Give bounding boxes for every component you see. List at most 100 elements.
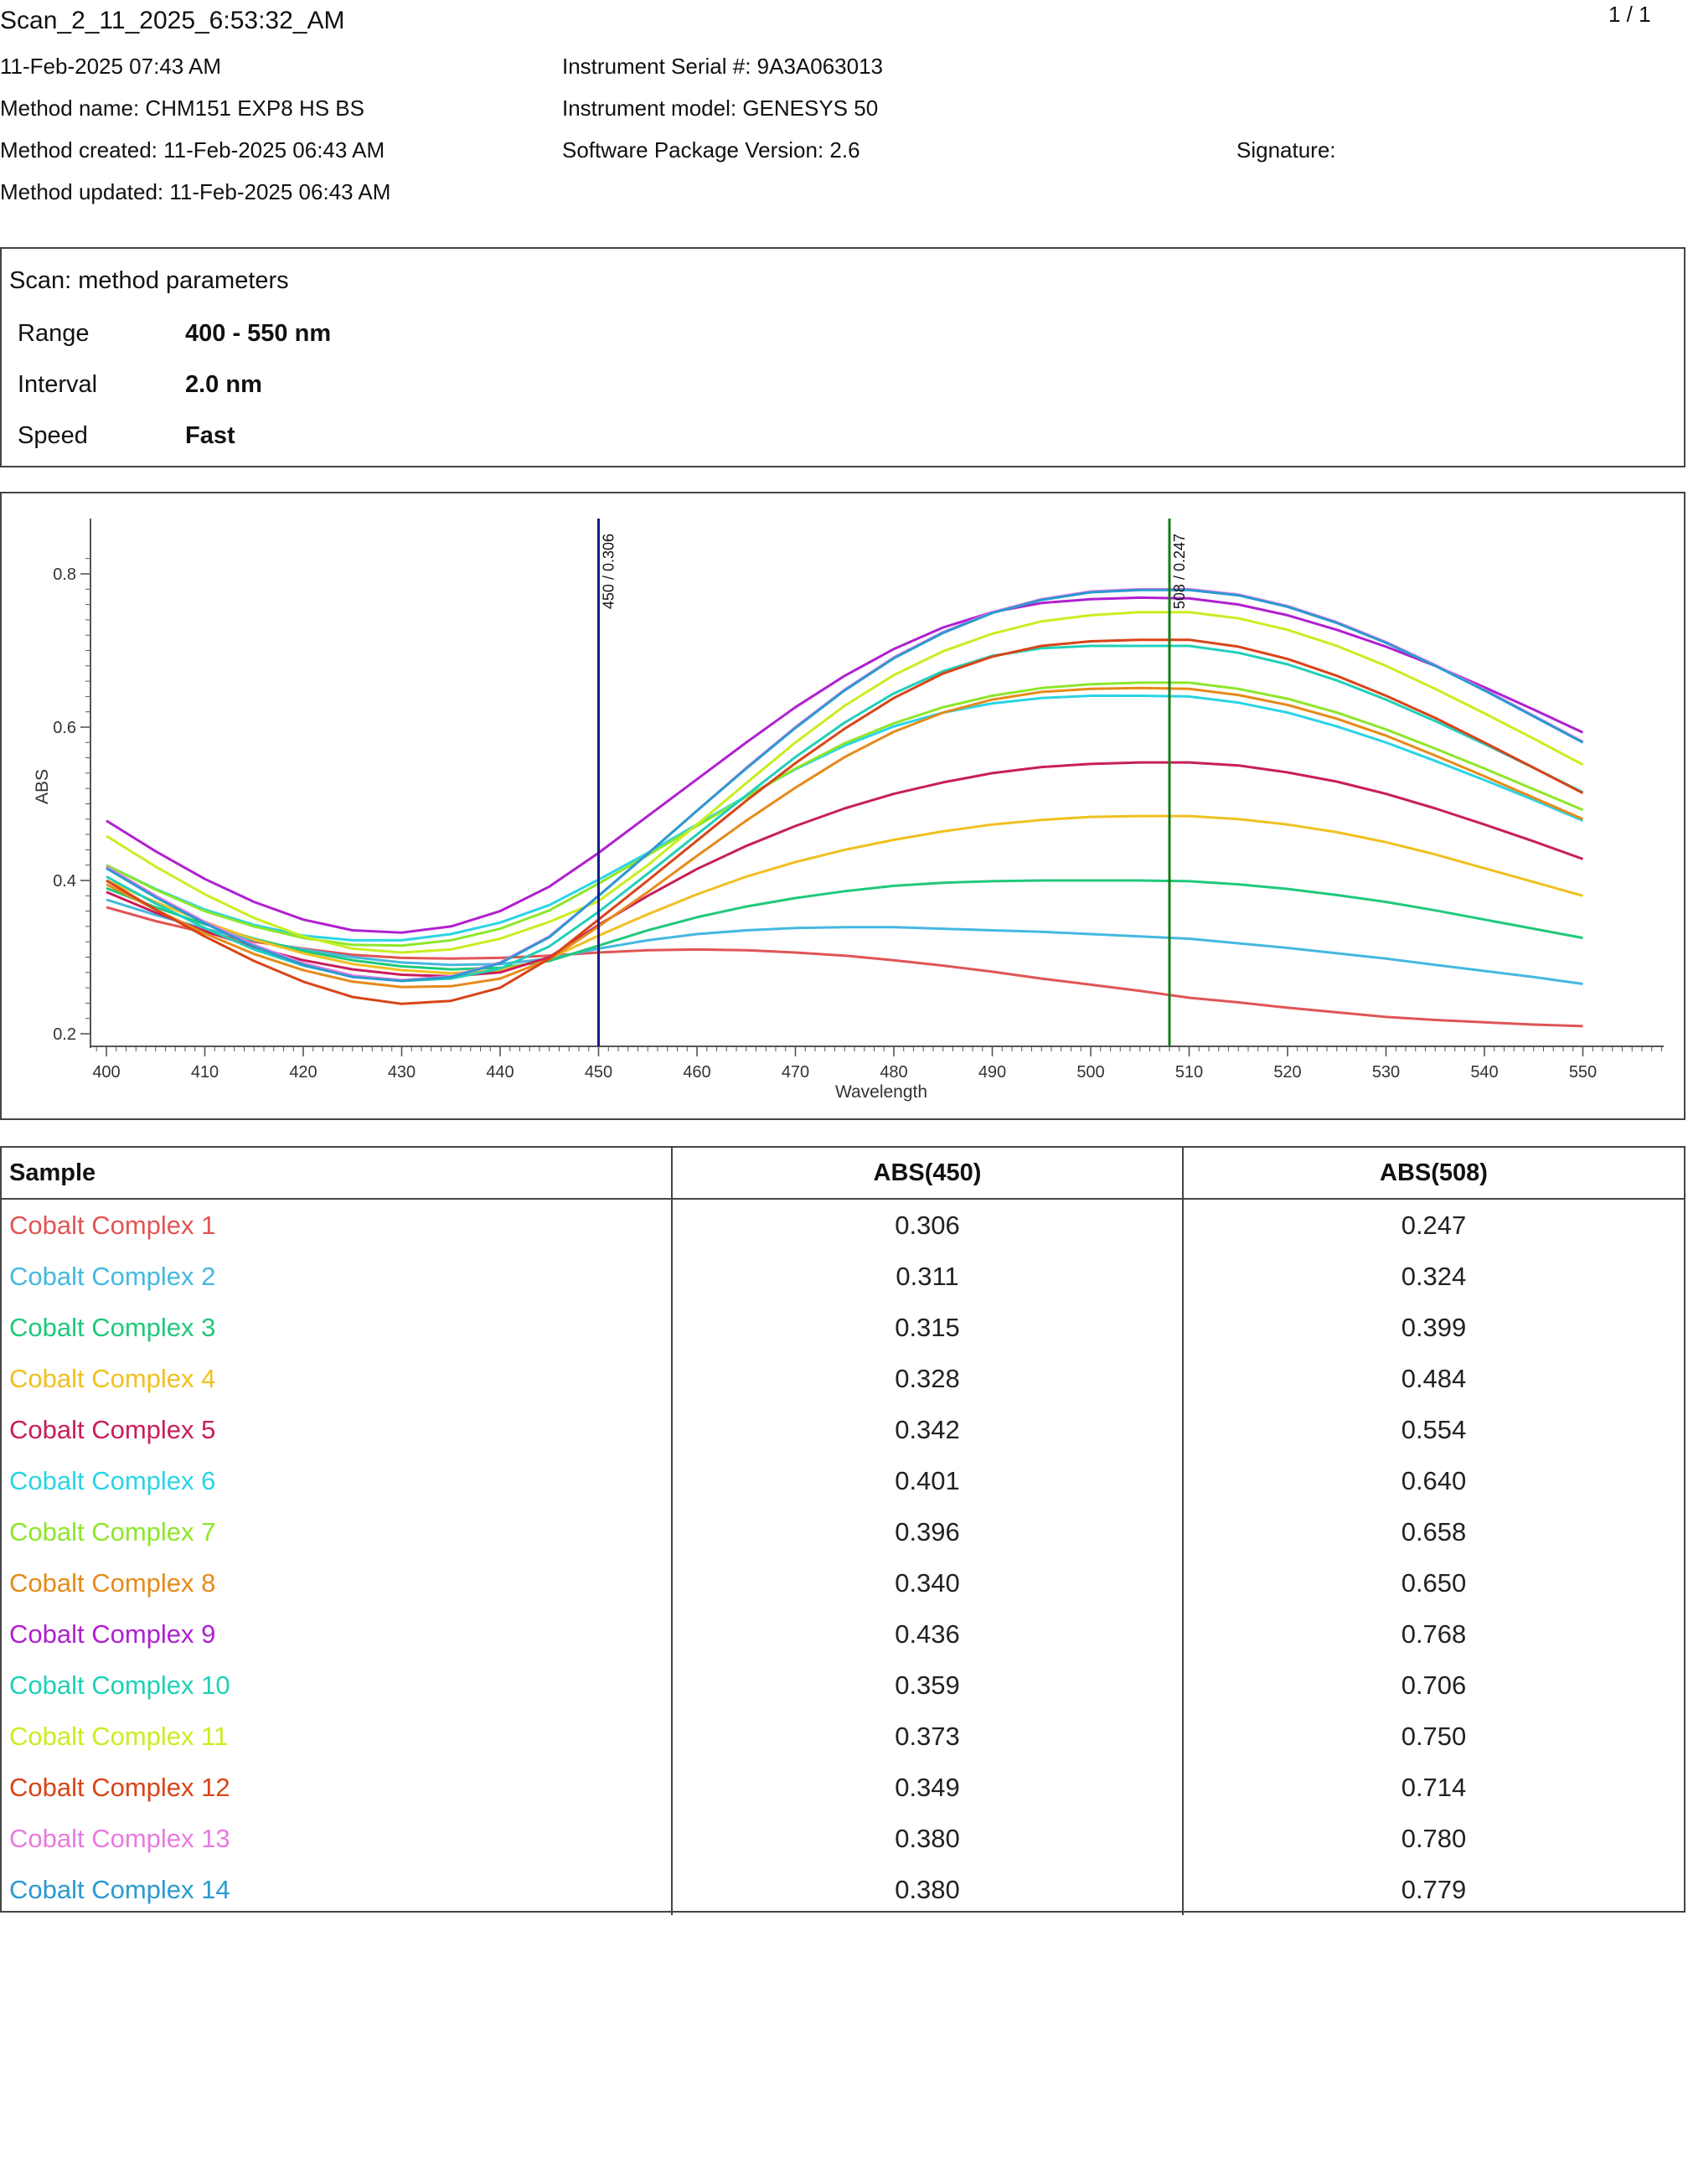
abs508-cell: 0.247	[1401, 1210, 1467, 1240]
table-row: Cobalt Complex 9 0.436 0.768	[2, 1608, 1684, 1660]
sample-name-cell: Cobalt Complex 13	[2, 1813, 673, 1864]
param-interval-value: 2.0 nm	[185, 371, 262, 398]
software-version: Software Package Version: 2.6	[562, 137, 860, 163]
x-tick-label: 530	[1372, 1063, 1400, 1082]
x-tick-label: 440	[486, 1063, 514, 1082]
series-line-6	[106, 694, 1584, 942]
method-parameters-panel: Scan: method parameters Range 400 - 550 …	[0, 247, 1685, 467]
param-range-value: 400 - 550 nm	[185, 320, 332, 347]
results-table: Sample ABS(450) ABS(508) Cobalt Complex …	[2, 1148, 1684, 1915]
series-line-8	[106, 686, 1584, 989]
abs450-cell: 0.342	[672, 1404, 1184, 1455]
sample-name-cell: Cobalt Complex 9	[2, 1608, 673, 1660]
table-row: Cobalt Complex 13 0.380 0.780	[2, 1813, 1684, 1864]
table-row: Cobalt Complex 2 0.311 0.324	[2, 1251, 1684, 1302]
abs450-cell: 0.306	[672, 1199, 1184, 1251]
table-row: Cobalt Complex 11 0.373 0.750	[2, 1711, 1684, 1762]
instrument-model: Instrument model: GENESYS 50	[562, 96, 879, 121]
series-line-4	[106, 814, 1583, 975]
spectrum-chart-panel: 400 410 420 430 440 450 460 470 480 490 500 510 520 5…	[0, 492, 1685, 1120]
marker-label-450: 450 / 0.306	[601, 534, 617, 609]
sample-name-cell: Cobalt Complex 7	[2, 1506, 673, 1557]
table-row: Cobalt Complex 10 0.359 0.706	[2, 1660, 1684, 1711]
table-row: Cobalt Complex 5 0.342 0.554	[2, 1404, 1684, 1455]
abs450-cell: 0.349	[672, 1762, 1184, 1813]
sample-name-cell: Cobalt Complex 2	[2, 1251, 673, 1302]
x-tick-label: 500	[1076, 1063, 1104, 1082]
abs450-cell: 0.436	[672, 1608, 1184, 1660]
abs508-cell: 0.399	[1401, 1312, 1467, 1342]
abs508-cell: 0.324	[1401, 1261, 1467, 1291]
sample-name-cell: Cobalt Complex 1	[2, 1199, 673, 1251]
signature-label: Signature:	[1236, 137, 1336, 163]
series-line-3	[106, 879, 1583, 971]
series-line-9	[106, 596, 1584, 934]
abs450-cell: 0.311	[672, 1251, 1184, 1302]
spectrum-chart: 400 410 420 430 440 450 460 470 480 490 500 510 520 5…	[33, 519, 1664, 1102]
table-row: Cobalt Complex 8 0.340 0.650	[2, 1557, 1684, 1608]
sample-name-cell: Cobalt Complex 6	[2, 1455, 673, 1506]
y-axis-title: ABS	[33, 769, 52, 804]
table-row: Cobalt Complex 6 0.401 0.640	[2, 1455, 1684, 1506]
abs508-cell: 0.650	[1401, 1567, 1467, 1598]
abs450-cell: 0.380	[672, 1813, 1184, 1864]
table-row: Cobalt Complex 7 0.396 0.658	[2, 1506, 1684, 1557]
table-header-row: Sample ABS(450) ABS(508)	[2, 1148, 1684, 1200]
x-tick-label: 400	[92, 1063, 120, 1082]
method-updated: Method updated: 11-Feb-2025 06:43 AM	[0, 179, 391, 204]
y-tick-label: 0.4	[53, 872, 76, 891]
table-row: Cobalt Complex 1 0.306 0.247	[2, 1199, 1684, 1251]
method-name: Method name: CHM151 EXP8 HS BS	[0, 96, 364, 121]
y-tick-label: 0.6	[53, 719, 76, 737]
series-line-10	[106, 644, 1584, 983]
abs508-cell: 0.780	[1401, 1823, 1467, 1853]
sample-name-cell: Cobalt Complex 10	[2, 1660, 673, 1711]
x-tick-label: 410	[191, 1063, 219, 1082]
abs508-cell: 0.706	[1401, 1670, 1467, 1700]
series-line-11	[106, 611, 1584, 954]
col-header-abs450: ABS(450)	[672, 1148, 1184, 1200]
results-table-panel: Sample ABS(450) ABS(508) Cobalt Complex …	[0, 1146, 1685, 1915]
page-number: 1 / 1	[1608, 2, 1651, 27]
x-tick-label: 550	[1569, 1063, 1597, 1082]
series-line-13	[106, 587, 1584, 982]
abs508-cell: 0.640	[1401, 1465, 1467, 1495]
x-tick-label: 430	[388, 1063, 416, 1082]
table-row: Cobalt Complex 3 0.315 0.399	[2, 1302, 1684, 1353]
abs450-cell: 0.315	[672, 1302, 1184, 1353]
report-date: 11-Feb-2025 07:43 AM	[0, 54, 222, 79]
sample-name-cell: Cobalt Complex 3	[2, 1302, 673, 1353]
sample-name-cell: Cobalt Complex 14	[2, 1864, 673, 1915]
series-line-14	[106, 588, 1584, 983]
x-tick-label: 540	[1470, 1063, 1498, 1082]
abs508-cell: 0.779	[1401, 1874, 1467, 1904]
table-row: Cobalt Complex 12 0.349 0.714	[2, 1762, 1684, 1813]
abs450-cell: 0.340	[672, 1557, 1184, 1608]
param-interval-label: Interval	[18, 371, 98, 398]
method-created: Method created: 11-Feb-2025 06:43 AM	[0, 137, 385, 163]
abs450-cell: 0.401	[672, 1455, 1184, 1506]
sample-name-cell: Cobalt Complex 11	[2, 1711, 673, 1762]
table-row: Cobalt Complex 4 0.328 0.484	[2, 1353, 1684, 1404]
series-line-12	[106, 638, 1584, 1005]
param-speed-label: Speed	[18, 422, 88, 449]
series-line-1	[106, 906, 1583, 1028]
marker-label-508: 508 / 0.247	[1171, 534, 1188, 609]
instrument-serial: Instrument Serial #: 9A3A063013	[562, 54, 884, 79]
x-tick-label: 420	[289, 1063, 317, 1082]
table-row: Cobalt Complex 14 0.380 0.779	[2, 1864, 1684, 1915]
y-tick-label: 0.2	[53, 1025, 76, 1044]
x-axis-title: Wavelength	[835, 1082, 927, 1102]
abs508-cell: 0.768	[1401, 1619, 1467, 1649]
abs508-cell: 0.484	[1401, 1363, 1467, 1393]
abs508-cell: 0.750	[1401, 1721, 1467, 1751]
x-tick-label: 470	[782, 1063, 809, 1082]
sample-name-cell: Cobalt Complex 12	[2, 1762, 673, 1813]
x-tick-label: 510	[1175, 1063, 1203, 1082]
sample-name-cell: Cobalt Complex 4	[2, 1353, 673, 1404]
col-header-abs508: ABS(508)	[1183, 1148, 1684, 1200]
col-header-sample: Sample	[2, 1148, 673, 1200]
abs450-cell: 0.359	[672, 1660, 1184, 1711]
params-title: Scan: method parameters	[9, 267, 289, 294]
abs450-cell: 0.396	[672, 1506, 1184, 1557]
